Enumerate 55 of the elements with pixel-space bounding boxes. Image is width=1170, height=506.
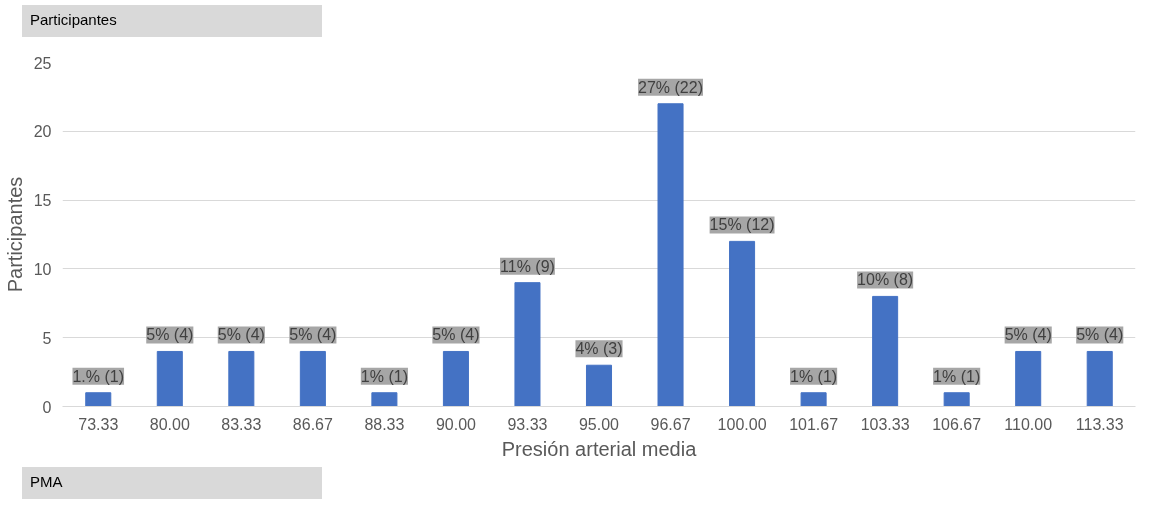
data-label: 4% (3) [575, 340, 623, 358]
data-label: 5% (4) [432, 326, 480, 344]
x-tick-label: 95.00 [578, 415, 620, 433]
y-tick-label: 10 [33, 260, 52, 278]
data-label: 10% (8) [857, 271, 914, 289]
bar [729, 240, 756, 407]
text: PMA [30, 472, 63, 492]
x-tick-label: 106.67 [932, 415, 982, 433]
y-tick-label: 0 [42, 398, 52, 416]
data-label: 15% (12) [709, 216, 775, 234]
x-tick-label: 88.33 [364, 415, 405, 433]
bar [800, 392, 827, 407]
y-tick-label: 15 [33, 192, 52, 210]
x-axis-title: Presión arterial media [501, 437, 698, 460]
bar [1015, 350, 1042, 407]
data-label: 1.% (1) [72, 367, 125, 385]
bar [514, 282, 541, 407]
text: Participantes [30, 10, 117, 30]
x-tick-label: 80.00 [149, 415, 190, 433]
data-label: 1% (1) [933, 367, 981, 385]
bar [442, 350, 469, 407]
x-tick-label: 93.33 [507, 415, 548, 433]
data-label: 1% (1) [360, 367, 408, 385]
x-tick-label: 96.67 [650, 415, 691, 433]
bar [657, 103, 684, 407]
x-tick-label: 113.33 [1075, 415, 1124, 433]
data-label: 5% (4) [217, 326, 265, 344]
y-tick-label: 20 [33, 123, 52, 141]
bar [943, 392, 970, 407]
bar [585, 364, 613, 407]
x-tick-label: 100.00 [717, 415, 767, 433]
data-label: 5% (4) [289, 326, 337, 344]
bar [228, 350, 255, 407]
x-tick-label: 101.67 [789, 415, 839, 433]
data-label: 5% (4) [146, 326, 194, 344]
data-label: 1% (1) [790, 367, 838, 385]
bar [85, 392, 112, 407]
x-tick-label: 110.00 [1004, 415, 1053, 433]
y-tick-label: 5 [42, 329, 52, 347]
bar [1086, 350, 1113, 407]
bar [156, 350, 183, 407]
bar [299, 350, 326, 407]
data-label: 5% (4) [1076, 326, 1124, 344]
x-tick-label: 103.33 [860, 415, 910, 433]
x-tick-label: 73.33 [78, 415, 119, 433]
x-tick-label: 83.33 [221, 415, 262, 433]
y-axis-title: Participantes [3, 176, 26, 293]
data-label: 27% (22) [638, 78, 703, 96]
y-tick-label: 25 [33, 54, 52, 72]
bar [872, 295, 899, 407]
data-label: 5% (4) [1004, 326, 1052, 344]
data-label: 11% (9) [500, 257, 555, 275]
bar [371, 392, 398, 407]
x-tick-label: 86.67 [292, 415, 333, 433]
x-tick-label: 90.00 [435, 415, 477, 433]
